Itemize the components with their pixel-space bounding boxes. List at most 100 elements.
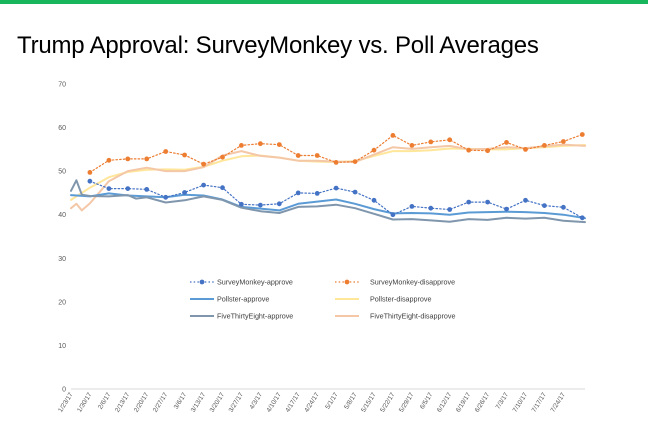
legend-item: SurveyMonkey-disapprove — [335, 278, 455, 287]
y-tick-label: 20 — [58, 299, 66, 306]
legend-item: SurveyMonkey-approve — [190, 278, 293, 287]
data-point — [409, 204, 415, 209]
data-point — [504, 140, 509, 145]
accent-bar — [0, 0, 648, 4]
data-point — [163, 194, 169, 200]
x-tick-label: 4/24/17 — [303, 391, 321, 413]
data-point — [561, 139, 566, 144]
data-point — [182, 190, 188, 195]
legend-item: Pollster-disapprove — [335, 295, 432, 304]
data-point — [466, 199, 472, 205]
series-line — [89, 133, 583, 173]
data-point — [333, 160, 339, 165]
x-tick-label: 5/29/17 — [398, 391, 416, 413]
data-point — [428, 205, 434, 211]
series — [70, 132, 586, 224]
data-point — [125, 156, 131, 162]
legend-label: FiveThirtyEight-approve — [217, 312, 293, 321]
data-point — [314, 153, 320, 158]
data-point — [409, 143, 415, 148]
series-line — [70, 144, 586, 201]
data-point — [523, 197, 528, 203]
series-line — [89, 180, 583, 219]
chart-title: Trump Approval: SurveyMonkey vs. Poll Av… — [17, 32, 539, 59]
series-FiveThirtyEight-approve — [70, 179, 586, 224]
x-tick-label: 6/12/17 — [436, 391, 454, 413]
data-point — [276, 201, 282, 207]
legend-label: SurveyMonkey-disapprove — [370, 278, 455, 287]
data-point — [125, 186, 131, 192]
data-point — [485, 148, 490, 154]
data-point — [447, 207, 453, 212]
legend-item: FiveThirtyEight-disapprove — [335, 312, 456, 321]
data-point — [428, 139, 434, 145]
x-tick-label: 1/23/17 — [57, 391, 75, 413]
data-point — [466, 147, 472, 153]
data-point — [579, 215, 585, 221]
data-point — [295, 190, 301, 196]
x-tick-label: 3/27/17 — [228, 391, 246, 413]
data-point — [220, 154, 225, 160]
legend-marker — [344, 279, 350, 285]
data-point — [258, 141, 263, 147]
legend-item: FiveThirtyEight-approve — [190, 312, 293, 321]
data-point — [333, 185, 339, 191]
data-point — [542, 143, 547, 148]
x-tick-label: 4/17/17 — [284, 391, 302, 413]
data-point — [106, 186, 112, 192]
y-tick-label: 40 — [58, 212, 66, 219]
x-tick-label: 5/8/17 — [343, 391, 359, 410]
series-line — [70, 192, 586, 220]
data-point — [163, 149, 169, 154]
data-point — [390, 133, 396, 138]
data-point — [485, 199, 490, 205]
legend-item: Pollster-approve — [190, 295, 269, 304]
x-tick-label: 6/26/17 — [474, 391, 492, 413]
y-tick-label: 60 — [58, 125, 66, 132]
x-tick-label: 3/20/17 — [209, 391, 227, 413]
legend-label: Pollster-disapprove — [370, 295, 432, 304]
x-tick-label: 5/15/17 — [360, 391, 378, 413]
series-Pollster-approve — [70, 192, 586, 220]
legend-label: FiveThirtyEight-disapprove — [370, 312, 456, 321]
series-line — [70, 179, 586, 224]
data-point — [87, 170, 93, 175]
data-point — [352, 159, 358, 165]
y-tick-label: 0 — [62, 387, 66, 394]
x-tick-label: 5/1/17 — [324, 391, 340, 410]
x-tick-label: 7/10/17 — [512, 391, 530, 413]
data-point — [239, 143, 244, 148]
data-point — [371, 197, 377, 203]
series-FiveThirtyEight-disapprove — [70, 143, 586, 212]
x-tick-label: 7/24/17 — [550, 391, 568, 413]
x-tick-label: 4/10/17 — [265, 391, 283, 413]
x-tick-label: 4/3/17 — [248, 391, 264, 410]
y-tick-label: 70 — [58, 82, 66, 89]
x-tick-label: 2/13/17 — [114, 391, 132, 413]
x-tick-label: 3/13/17 — [190, 391, 208, 413]
data-point — [201, 182, 207, 188]
data-point — [258, 202, 263, 208]
legend-label: Pollster-approve — [217, 295, 269, 304]
data-point — [106, 157, 112, 163]
data-point — [239, 201, 244, 207]
series-line — [70, 143, 586, 212]
series-SurveyMonkey-disapprove — [87, 132, 585, 175]
x-tick-label: 2/27/17 — [152, 391, 170, 413]
x-tick-label: 2/20/17 — [133, 391, 151, 413]
y-tick-label: 10 — [58, 343, 66, 350]
data-point — [144, 187, 150, 192]
x-tick-label: 6/5/17 — [419, 391, 435, 410]
axes: 0 10 20 30 40 50 60 70 1/23/17 1/30/17 2/6/17 2/13/… — [57, 82, 585, 414]
x-tick-label: 7/17/17 — [531, 391, 549, 413]
data-point — [504, 206, 509, 212]
data-point — [295, 153, 301, 158]
data-point — [523, 147, 528, 152]
legend: SurveyMonkey-approve SurveyMonkey-disappr… — [190, 278, 456, 321]
x-tick-label: 6/19/17 — [455, 391, 473, 413]
series-SurveyMonkey-approve — [87, 178, 585, 221]
x-tick-label: 2/6/17 — [97, 391, 113, 410]
legend-marker — [199, 279, 205, 285]
data-point — [276, 142, 282, 148]
